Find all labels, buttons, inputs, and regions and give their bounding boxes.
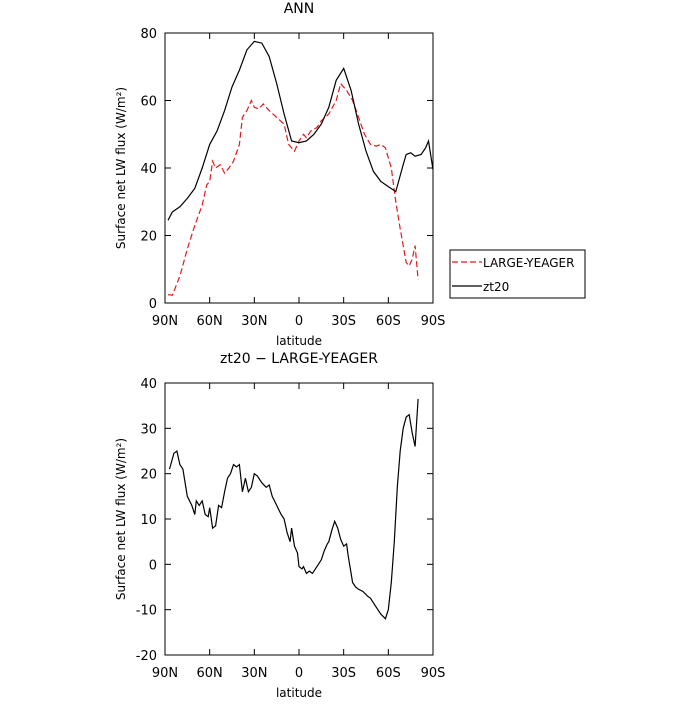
x-tick-label: 60S: [376, 314, 401, 329]
plot-frame: [164, 32, 434, 304]
y-tick-label: 0: [149, 297, 157, 312]
legend-box: [449, 249, 586, 299]
x-axis-label: latitude: [276, 334, 322, 348]
legend-label: zt20: [483, 280, 509, 294]
data-line: [167, 40, 434, 221]
data-line: [167, 82, 419, 296]
y-tick-label: 20: [140, 230, 157, 245]
y-tick-label: 60: [140, 95, 157, 110]
y-tick-label: 30: [140, 422, 157, 437]
x-tick-label: 60S: [376, 666, 401, 681]
x-tick-label: 90S: [421, 314, 446, 329]
x-tick-label: 90N: [152, 666, 178, 681]
y-tick-label: 10: [140, 513, 157, 528]
x-tick-label: 30S: [331, 666, 356, 681]
y-tick-label: 0: [149, 558, 157, 573]
y-tick-label: -20: [136, 649, 157, 664]
chart-title: ANN: [284, 1, 315, 17]
x-tick-label: 60N: [197, 314, 223, 329]
plot-frame: [164, 382, 434, 656]
y-tick-label: 40: [140, 377, 157, 392]
y-tick-label: 80: [140, 27, 157, 42]
x-tick-label: 30N: [241, 666, 267, 681]
chart-title: zt20 − LARGE-YEAGER: [220, 351, 378, 367]
x-tick-label: 90N: [152, 314, 178, 329]
x-axis-label: latitude: [276, 686, 322, 700]
y-axis-label: Surface net LW flux (W/m²): [114, 438, 128, 600]
x-tick-label: 30N: [241, 314, 267, 329]
x-tick-label: 0: [295, 314, 303, 329]
y-axis-label: Surface net LW flux (W/m²): [114, 87, 128, 249]
legend-label: LARGE-YEAGER: [483, 256, 574, 270]
x-tick-label: 60N: [197, 666, 223, 681]
y-tick-label: -10: [136, 604, 157, 619]
x-tick-label: 90S: [421, 666, 446, 681]
data-line: [168, 398, 419, 620]
x-tick-label: 0: [295, 666, 303, 681]
y-tick-label: 20: [140, 468, 157, 483]
y-tick-label: 40: [140, 162, 157, 177]
x-tick-label: 30S: [331, 314, 356, 329]
